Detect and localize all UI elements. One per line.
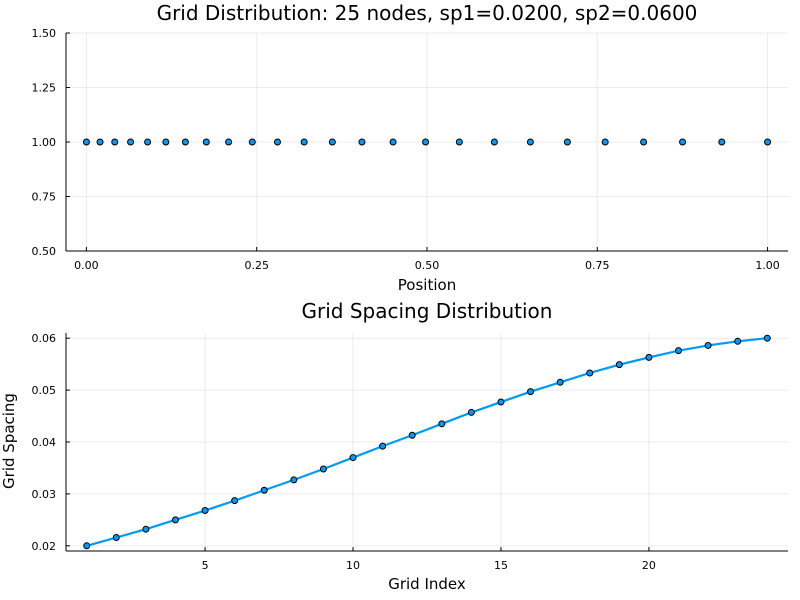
data-point	[490, 138, 498, 146]
data-point	[640, 138, 648, 146]
data-point	[763, 334, 771, 342]
data-point	[379, 442, 387, 450]
y-tick-label: 1.50	[32, 27, 57, 40]
data-point	[764, 138, 772, 146]
x-tick-label: 15	[494, 559, 508, 572]
data-point	[201, 507, 209, 515]
position-axis-label: Position	[398, 276, 456, 294]
data-point	[615, 361, 623, 369]
data-point	[358, 138, 366, 146]
grid-spacing-axis-label: Grid Spacing	[0, 393, 18, 489]
data-point	[497, 398, 505, 406]
data-point	[601, 138, 609, 146]
grid-distribution-panel: Grid Distribution: 25 nodes, sp1=0.0200,…	[32, 1, 788, 294]
data-point	[127, 138, 135, 146]
data-point	[260, 486, 268, 494]
data-point	[83, 542, 91, 550]
data-point	[225, 138, 233, 146]
x-tick-label: 0.75	[585, 259, 610, 272]
data-point	[181, 138, 189, 146]
x-tick-label: 0.50	[415, 259, 440, 272]
data-point	[142, 525, 150, 533]
y-tick-label: 0.04	[32, 436, 57, 449]
data-point	[645, 353, 653, 361]
data-point	[675, 347, 683, 355]
data-point	[556, 378, 564, 386]
grid-spacing-title: Grid Spacing Distribution	[302, 299, 553, 323]
data-point	[162, 138, 170, 146]
data-point	[526, 138, 534, 146]
data-point	[422, 138, 430, 146]
series-line	[86, 337, 768, 547]
data-point	[718, 138, 726, 146]
y-tick-label: 0.06	[32, 332, 57, 345]
grid-spacing-panel: Grid Spacing Distribution Grid Index Gri…	[0, 299, 788, 593]
y-tick-label: 1.00	[32, 136, 57, 149]
data-point	[586, 369, 594, 377]
data-point	[202, 138, 210, 146]
y-tick-label: 0.03	[32, 488, 57, 501]
data-point	[734, 337, 742, 345]
x-tick-label: 10	[346, 559, 360, 572]
grid-distribution-title: Grid Distribution: 25 nodes, sp1=0.0200,…	[157, 1, 698, 25]
y-tick-label: 0.05	[32, 384, 57, 397]
y-tick-label: 0.02	[32, 540, 57, 553]
x-tick-label: 5	[202, 559, 209, 572]
data-point	[349, 454, 357, 462]
data-point	[408, 431, 416, 439]
data-point	[438, 420, 446, 428]
data-point	[144, 138, 152, 146]
x-tick-label: 20	[642, 559, 656, 572]
data-point	[563, 138, 571, 146]
data-point	[389, 138, 397, 146]
data-point	[704, 341, 712, 349]
data-point	[112, 534, 120, 542]
data-point	[273, 138, 281, 146]
y-tick-label: 0.50	[32, 245, 57, 258]
data-point	[328, 138, 336, 146]
data-point	[679, 138, 687, 146]
x-tick-label: 0.25	[244, 259, 269, 272]
x-tick-label: 0.00	[74, 259, 99, 272]
data-point	[319, 465, 327, 473]
data-point	[467, 408, 475, 416]
data-point	[171, 516, 179, 524]
data-point	[96, 138, 104, 146]
y-tick-label: 0.75	[32, 191, 57, 204]
x-tick-label: 1.00	[755, 259, 780, 272]
data-point	[527, 388, 535, 396]
data-point	[455, 138, 463, 146]
data-point	[248, 138, 256, 146]
data-point	[300, 138, 308, 146]
data-point	[231, 497, 239, 505]
data-point	[290, 476, 298, 484]
grid-lines	[66, 333, 788, 551]
data-point	[111, 138, 119, 146]
data-point	[82, 138, 90, 146]
grid-index-axis-label: Grid Index	[388, 575, 466, 593]
y-tick-label: 1.25	[32, 82, 57, 95]
